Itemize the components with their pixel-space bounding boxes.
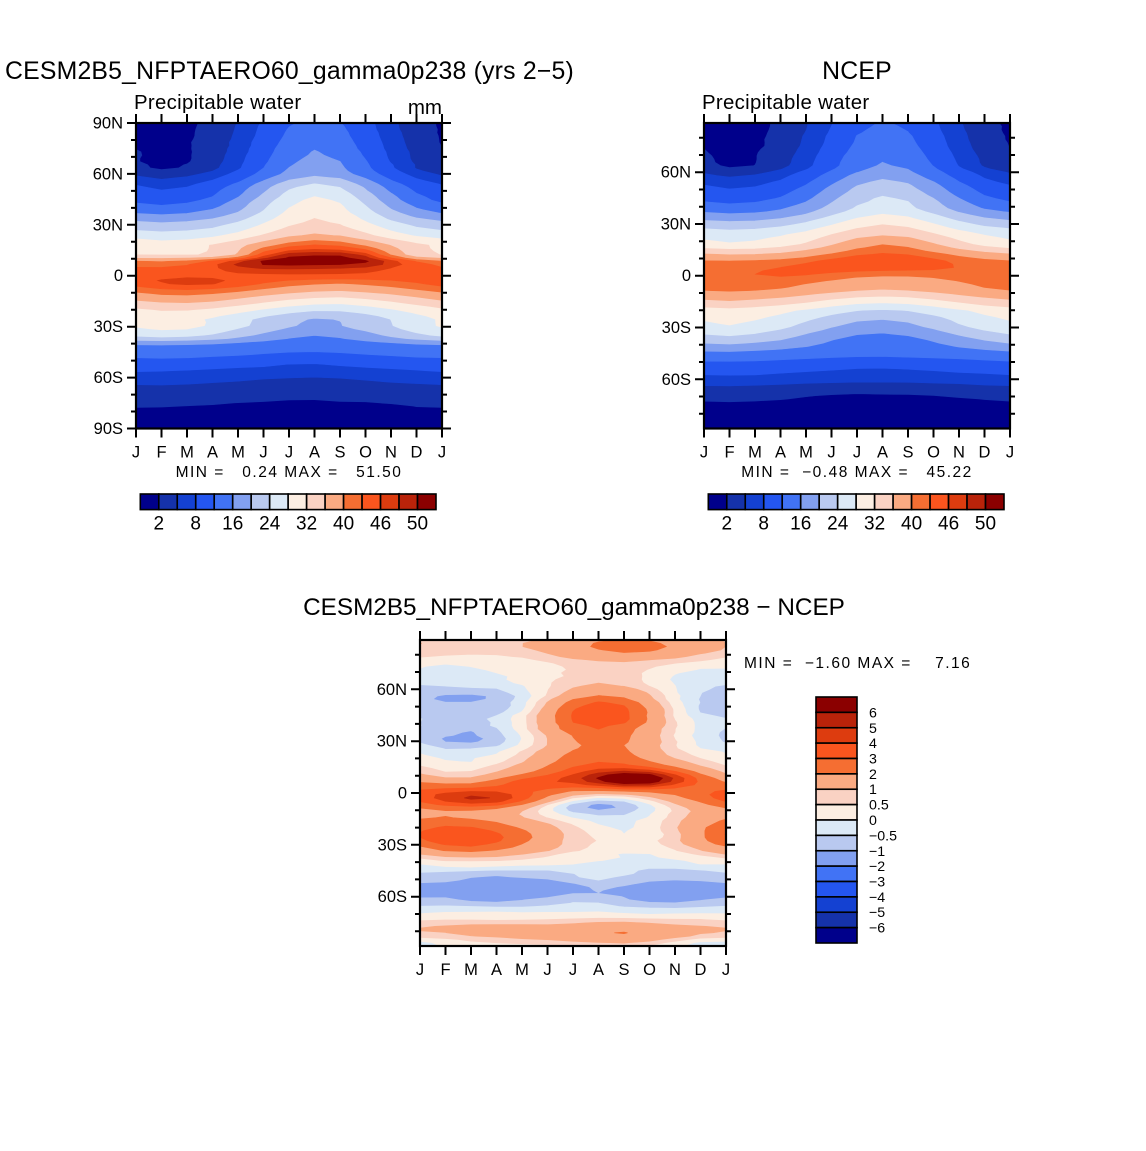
svg-text:M: M (180, 444, 194, 462)
svg-text:NCEP: NCEP (822, 58, 892, 85)
svg-text:60S: 60S (378, 888, 407, 906)
svg-text:2: 2 (869, 767, 877, 783)
svg-text:32: 32 (296, 514, 317, 535)
svg-text:M: M (464, 961, 478, 979)
svg-text:D: D (695, 961, 707, 979)
svg-text:S: S (334, 444, 345, 462)
svg-text:MIN = −1.60 MAX = 7.16: MIN = −1.60 MAX = 7.16 (744, 655, 971, 672)
svg-text:30S: 30S (94, 318, 123, 336)
svg-text:A: A (775, 444, 786, 462)
svg-text:J: J (722, 961, 730, 979)
svg-text:4: 4 (869, 736, 877, 752)
svg-text:8: 8 (190, 514, 201, 535)
svg-text:60N: 60N (377, 681, 407, 699)
svg-text:2: 2 (722, 514, 733, 535)
svg-text:−6: −6 (869, 921, 885, 937)
svg-text:90N: 90N (93, 115, 123, 133)
svg-text:Precipitable water: Precipitable water (134, 92, 301, 114)
svg-text:46: 46 (370, 514, 391, 535)
svg-text:M: M (748, 444, 762, 462)
svg-text:50: 50 (975, 514, 996, 535)
svg-text:J: J (416, 961, 424, 979)
svg-text:8: 8 (758, 514, 769, 535)
svg-text:30N: 30N (377, 733, 407, 751)
svg-text:MIN = 0.24 MAX = 51.50: MIN = 0.24 MAX = 51.50 (176, 464, 403, 481)
svg-text:N: N (669, 961, 681, 979)
svg-text:16: 16 (790, 514, 811, 535)
svg-text:30S: 30S (378, 836, 407, 854)
svg-text:A: A (877, 444, 888, 462)
svg-text:M: M (799, 444, 813, 462)
svg-text:CESM2B5_NFPTAERO60_gamma0p238: CESM2B5_NFPTAERO60_gamma0p238 (yrs 2−5) (5, 58, 574, 85)
svg-text:N: N (385, 444, 397, 462)
svg-text:D: D (979, 444, 991, 462)
svg-text:0: 0 (682, 267, 691, 285)
svg-text:−5: −5 (869, 905, 885, 921)
svg-text:0: 0 (114, 267, 123, 285)
svg-text:0: 0 (398, 785, 407, 803)
svg-text:A: A (309, 444, 320, 462)
svg-text:32: 32 (864, 514, 885, 535)
svg-text:MIN = −0.48 MAX = 45.22: MIN = −0.48 MAX = 45.22 (741, 464, 973, 481)
svg-text:F: F (724, 444, 734, 462)
svg-text:Precipitable water: Precipitable water (702, 92, 869, 114)
svg-text:A: A (207, 444, 218, 462)
svg-text:90S: 90S (94, 420, 123, 438)
svg-text:F: F (156, 444, 166, 462)
svg-text:J: J (438, 444, 446, 462)
svg-text:J: J (543, 961, 551, 979)
svg-text:J: J (700, 444, 708, 462)
svg-text:6: 6 (869, 705, 877, 721)
svg-text:0.5: 0.5 (869, 798, 889, 814)
svg-text:30N: 30N (93, 216, 123, 234)
svg-text:60S: 60S (662, 371, 691, 389)
svg-text:A: A (491, 961, 502, 979)
svg-text:J: J (569, 961, 577, 979)
svg-text:O: O (927, 444, 940, 462)
svg-text:2: 2 (154, 514, 165, 535)
svg-text:−0.5: −0.5 (869, 828, 897, 844)
svg-text:J: J (1006, 444, 1014, 462)
svg-text:30N: 30N (661, 216, 691, 234)
svg-text:CESM2B5_NFPTAERO60_gamma0p238: CESM2B5_NFPTAERO60_gamma0p238 − NCEP (303, 594, 845, 621)
svg-text:A: A (593, 961, 604, 979)
svg-text:M: M (231, 444, 245, 462)
svg-text:S: S (902, 444, 913, 462)
svg-text:N: N (953, 444, 965, 462)
svg-text:60N: 60N (93, 165, 123, 183)
svg-text:D: D (411, 444, 423, 462)
svg-text:40: 40 (901, 514, 922, 535)
svg-text:J: J (285, 444, 293, 462)
svg-text:24: 24 (259, 514, 281, 535)
svg-text:3: 3 (869, 752, 877, 768)
svg-text:−1: −1 (869, 844, 885, 860)
svg-text:J: J (853, 444, 861, 462)
svg-text:M: M (515, 961, 529, 979)
svg-text:0: 0 (869, 813, 877, 829)
svg-text:−2: −2 (869, 859, 885, 875)
svg-text:S: S (618, 961, 629, 979)
svg-text:30S: 30S (662, 319, 691, 337)
svg-text:F: F (440, 961, 450, 979)
svg-text:J: J (259, 444, 267, 462)
svg-text:5: 5 (869, 721, 877, 737)
svg-text:J: J (827, 444, 835, 462)
svg-text:O: O (359, 444, 372, 462)
svg-text:24: 24 (827, 514, 849, 535)
svg-text:J: J (132, 444, 140, 462)
svg-text:1: 1 (869, 782, 877, 798)
svg-text:16: 16 (222, 514, 243, 535)
svg-text:−4: −4 (869, 890, 885, 906)
svg-text:−3: −3 (869, 875, 885, 891)
svg-text:60S: 60S (94, 369, 123, 387)
svg-text:40: 40 (333, 514, 354, 535)
svg-text:50: 50 (407, 514, 428, 535)
svg-text:46: 46 (938, 514, 959, 535)
svg-text:60N: 60N (661, 164, 691, 182)
svg-text:O: O (643, 961, 656, 979)
svg-text:mm: mm (408, 96, 442, 119)
